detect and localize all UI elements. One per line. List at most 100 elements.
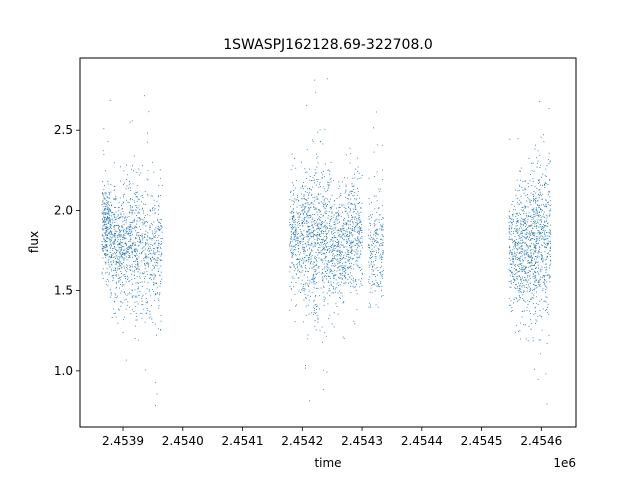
data-point [544, 205, 545, 207]
data-point [305, 236, 307, 238]
data-point [126, 256, 128, 258]
data-point [540, 316, 542, 318]
data-point [114, 237, 116, 238]
data-point [106, 237, 108, 239]
data-point [532, 178, 534, 180]
data-point [321, 223, 323, 225]
data-point [544, 229, 546, 231]
data-point [315, 306, 317, 307]
data-point [341, 265, 343, 267]
data-point [125, 222, 127, 224]
data-point [341, 279, 343, 280]
data-point [550, 246, 552, 248]
data-point [109, 204, 111, 206]
data-point [369, 247, 371, 249]
data-point [380, 238, 382, 240]
data-point [159, 294, 160, 296]
data-point [530, 203, 532, 205]
data-point [327, 246, 329, 248]
data-point [322, 206, 324, 207]
data-point [329, 223, 330, 224]
data-point [348, 228, 350, 230]
data-point [311, 224, 313, 226]
data-point [345, 268, 347, 270]
data-point [157, 250, 159, 251]
data-point [528, 158, 530, 160]
data-point [361, 244, 363, 246]
data-point [544, 238, 546, 240]
data-point [302, 222, 304, 224]
data-point [520, 220, 522, 222]
data-point [141, 219, 143, 220]
data-point [508, 280, 510, 282]
data-point [329, 261, 331, 263]
data-point [529, 250, 531, 252]
data-point [136, 316, 138, 317]
data-point [360, 228, 362, 230]
data-point [300, 231, 302, 232]
data-point [294, 187, 296, 189]
data-point [111, 234, 113, 236]
data-point [520, 213, 521, 215]
data-point [533, 170, 535, 172]
data-point [302, 204, 304, 206]
data-point [535, 267, 537, 269]
data-point [307, 202, 309, 204]
data-point [343, 265, 345, 267]
data-point [107, 233, 109, 235]
data-point [353, 268, 355, 270]
data-point [334, 269, 335, 271]
data-point [328, 169, 330, 171]
data-point [338, 276, 339, 278]
data-point [308, 208, 310, 210]
data-point [323, 231, 324, 233]
data-point [539, 224, 541, 226]
data-point [544, 175, 546, 177]
data-point [106, 254, 108, 256]
x-tick-label: 2.4544 [401, 434, 443, 448]
data-point [323, 282, 325, 284]
data-point [526, 253, 528, 255]
data-point [320, 250, 322, 251]
data-point [550, 248, 551, 250]
data-point [297, 242, 299, 244]
data-point [339, 251, 341, 253]
data-point [314, 270, 316, 272]
data-point [521, 292, 523, 294]
data-point [334, 235, 336, 237]
data-point [518, 282, 519, 284]
data-point [146, 249, 148, 251]
data-point [128, 233, 130, 235]
data-point [326, 262, 328, 264]
data-point [375, 231, 377, 233]
data-point [379, 283, 381, 284]
data-point [359, 202, 360, 203]
data-point [323, 248, 324, 249]
data-point [521, 286, 523, 288]
data-point [546, 219, 548, 221]
data-point [520, 170, 521, 172]
data-point [321, 238, 323, 240]
data-point [136, 301, 138, 303]
data-point [520, 202, 522, 204]
data-point [339, 185, 341, 187]
data-point [342, 257, 343, 259]
data-point [149, 228, 151, 230]
data-point [343, 229, 344, 231]
data-point [105, 244, 107, 246]
data-point [528, 256, 530, 258]
data-point [337, 232, 339, 234]
data-point [290, 231, 292, 233]
data-point [370, 251, 371, 253]
data-point [108, 211, 110, 213]
data-point [139, 312, 141, 314]
data-point [310, 216, 312, 218]
data-point [528, 255, 530, 257]
data-point [304, 247, 306, 249]
data-point [101, 273, 103, 275]
data-point [526, 245, 528, 247]
x-tick-label: 2.4539 [102, 434, 144, 448]
data-point [119, 251, 121, 253]
data-point [307, 216, 309, 218]
data-point [324, 266, 326, 268]
